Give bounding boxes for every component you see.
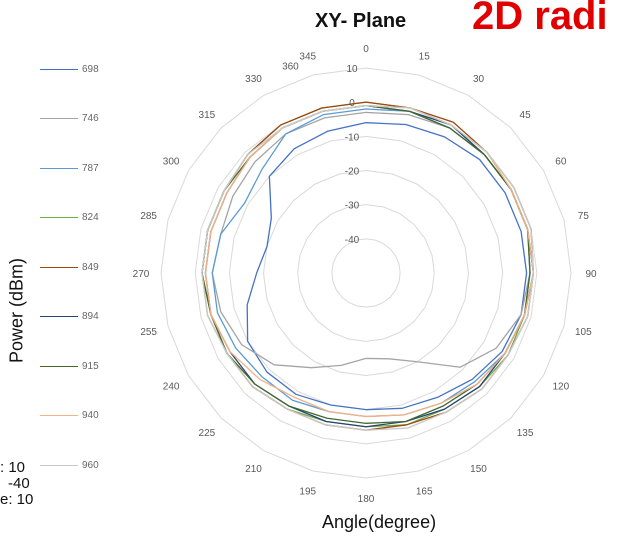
angle-tick-label: 0 bbox=[363, 44, 369, 55]
legend-swatch bbox=[40, 118, 78, 119]
grid-ring bbox=[331, 238, 401, 308]
legend-swatch bbox=[40, 217, 78, 218]
legend-item: 698 bbox=[40, 62, 99, 76]
legend-label: 940 bbox=[82, 410, 99, 421]
legend-label: 915 bbox=[82, 360, 99, 372]
angle-tick-label: 270 bbox=[133, 269, 150, 280]
legend-label: 894 bbox=[82, 311, 99, 322]
legend-swatch bbox=[40, 365, 78, 367]
legend-label: 849 bbox=[82, 261, 99, 273]
angle-tick-label: 345 bbox=[299, 52, 316, 63]
grid-ring bbox=[194, 101, 538, 445]
radial-tick-label: -30 bbox=[345, 201, 360, 212]
angle-tick-label: 225 bbox=[199, 428, 216, 439]
scale-note-min: -40 bbox=[8, 475, 30, 492]
angle-tick-label: 30 bbox=[473, 74, 485, 85]
series-line-698 bbox=[246, 122, 528, 411]
legend-swatch bbox=[40, 415, 78, 416]
angle-tick-label: 120 bbox=[553, 382, 570, 393]
angle-tick-label: 45 bbox=[520, 110, 532, 121]
legend-swatch bbox=[40, 316, 78, 317]
legend-item: 915 bbox=[40, 359, 99, 373]
angle-tick-label: 165 bbox=[416, 486, 433, 497]
grid-ring bbox=[262, 169, 470, 377]
radial-tick-label: -40 bbox=[345, 235, 360, 246]
angle-tick-label: 75 bbox=[578, 211, 590, 222]
series-line-960 bbox=[201, 104, 535, 431]
angle-tick-label: 330 bbox=[245, 74, 262, 85]
scale-note-step: e: 10 bbox=[0, 491, 34, 508]
radial-tick-label: -20 bbox=[345, 167, 360, 178]
angle-tick-labels: 0 15 30 45 60 75 90 105 120 135 150 165 180 195 210 225… bbox=[133, 44, 597, 505]
legend-swatch bbox=[40, 167, 78, 169]
angle-tick-label: 15 bbox=[419, 52, 431, 63]
angle-tick-label: 105 bbox=[575, 327, 592, 338]
angle-tick-label: 360 bbox=[282, 61, 299, 72]
legend-swatch bbox=[40, 464, 78, 466]
radial-tick-label: 0 bbox=[349, 98, 355, 109]
legend-item: 849 bbox=[40, 260, 99, 274]
legend-swatch bbox=[40, 68, 78, 70]
legend-item: 960 bbox=[40, 458, 99, 472]
series-lines bbox=[201, 101, 535, 431]
angle-tick-label: 180 bbox=[358, 494, 375, 505]
angle-tick-label: 210 bbox=[245, 464, 262, 475]
series-line-940 bbox=[204, 104, 535, 418]
angle-tick-label: 150 bbox=[470, 464, 487, 475]
legend-item: 787 bbox=[40, 161, 99, 175]
legend-label: 698 bbox=[82, 63, 99, 75]
radial-tick-label: -10 bbox=[345, 132, 360, 143]
grid-ring bbox=[228, 135, 504, 411]
legend-label: 824 bbox=[82, 212, 99, 223]
legend-label: 746 bbox=[82, 113, 99, 124]
angle-tick-label: 195 bbox=[299, 486, 316, 497]
legend-label: 787 bbox=[82, 162, 99, 174]
grid-ring bbox=[160, 67, 572, 479]
angle-tick-label: 240 bbox=[163, 382, 180, 393]
angle-tick-label: 135 bbox=[517, 428, 534, 439]
legend-item: 940 bbox=[40, 409, 99, 423]
angle-tick-label: 90 bbox=[585, 269, 597, 280]
radial-tick-label: 10 bbox=[346, 64, 358, 75]
legend-item: 824 bbox=[40, 211, 99, 225]
angle-tick-label: 60 bbox=[555, 157, 567, 168]
x-axis-label: Angle(degree) bbox=[322, 512, 437, 532]
legend-swatch bbox=[40, 266, 78, 268]
legend-item: 894 bbox=[40, 310, 99, 324]
radial-tick-labels: 10 0 -10 -20 -30 -40 bbox=[345, 64, 360, 246]
banner-title: 2D radi bbox=[472, 0, 608, 38]
legend-label: 960 bbox=[82, 459, 99, 471]
angle-tick-label: 285 bbox=[140, 211, 157, 222]
chart-title: XY- Plane bbox=[315, 10, 407, 32]
y-axis-label: Power (dBm) bbox=[6, 257, 27, 364]
grid-ring bbox=[297, 204, 435, 342]
legend-item: 746 bbox=[40, 112, 99, 126]
angle-tick-label: 255 bbox=[140, 327, 157, 338]
scale-note-max: : 10 bbox=[0, 459, 26, 476]
angle-tick-label: 300 bbox=[163, 157, 180, 168]
angle-tick-label: 315 bbox=[199, 110, 216, 121]
series-line-746 bbox=[211, 111, 531, 369]
